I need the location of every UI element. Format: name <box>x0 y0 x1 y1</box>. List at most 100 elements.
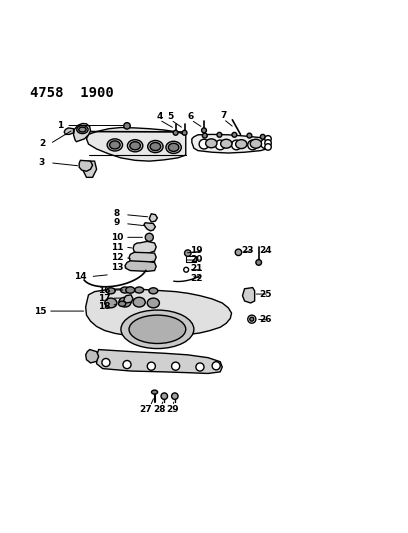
Text: 4: 4 <box>156 112 163 121</box>
Polygon shape <box>97 350 222 374</box>
Ellipse shape <box>206 139 217 148</box>
Polygon shape <box>86 350 99 363</box>
Circle shape <box>199 139 209 149</box>
Text: 10: 10 <box>111 233 123 242</box>
Circle shape <box>184 268 188 272</box>
Ellipse shape <box>110 141 120 149</box>
Polygon shape <box>129 252 156 262</box>
Circle shape <box>235 249 242 255</box>
Circle shape <box>260 134 265 139</box>
Text: 4758  1900: 4758 1900 <box>30 86 113 100</box>
Ellipse shape <box>150 142 161 151</box>
Polygon shape <box>64 128 73 134</box>
Circle shape <box>124 123 130 129</box>
Ellipse shape <box>119 297 131 307</box>
Circle shape <box>184 250 191 256</box>
Circle shape <box>196 363 204 371</box>
Circle shape <box>147 362 155 370</box>
Polygon shape <box>192 134 271 153</box>
Ellipse shape <box>77 125 88 134</box>
Ellipse shape <box>166 141 181 154</box>
Text: 15: 15 <box>33 306 46 316</box>
Text: 11: 11 <box>111 243 123 252</box>
Circle shape <box>217 132 222 137</box>
Text: 6: 6 <box>188 112 194 121</box>
Text: 21: 21 <box>191 264 203 273</box>
Polygon shape <box>73 124 91 142</box>
Polygon shape <box>144 223 155 231</box>
Circle shape <box>182 131 187 135</box>
Circle shape <box>232 132 237 137</box>
Circle shape <box>102 359 110 367</box>
Polygon shape <box>86 289 232 337</box>
Text: 24: 24 <box>259 246 272 255</box>
Ellipse shape <box>149 288 158 294</box>
Circle shape <box>173 131 178 135</box>
Ellipse shape <box>235 140 247 149</box>
Ellipse shape <box>151 390 157 394</box>
Polygon shape <box>124 295 133 303</box>
Circle shape <box>212 362 220 370</box>
Circle shape <box>215 140 225 150</box>
Circle shape <box>265 135 271 142</box>
Ellipse shape <box>127 140 143 152</box>
Ellipse shape <box>79 127 86 132</box>
Text: 2: 2 <box>39 139 45 148</box>
Text: 16: 16 <box>98 286 111 295</box>
Polygon shape <box>242 288 255 303</box>
Polygon shape <box>125 261 156 271</box>
Polygon shape <box>82 161 97 177</box>
Circle shape <box>161 393 168 399</box>
Text: 27: 27 <box>139 405 151 414</box>
Circle shape <box>265 144 271 150</box>
Text: 9: 9 <box>114 218 120 227</box>
Ellipse shape <box>121 310 194 349</box>
Text: 22: 22 <box>191 274 203 283</box>
Ellipse shape <box>130 142 140 150</box>
Polygon shape <box>79 160 93 171</box>
Circle shape <box>248 315 256 323</box>
Circle shape <box>265 140 271 146</box>
Ellipse shape <box>106 288 115 294</box>
Ellipse shape <box>221 139 232 148</box>
Text: 25: 25 <box>259 289 272 298</box>
Text: 26: 26 <box>259 316 272 325</box>
Ellipse shape <box>105 298 117 308</box>
Circle shape <box>202 128 206 133</box>
Ellipse shape <box>129 315 186 343</box>
Circle shape <box>250 317 254 321</box>
Text: 23: 23 <box>242 246 254 255</box>
Circle shape <box>123 360 131 369</box>
Text: 19: 19 <box>191 246 203 255</box>
Circle shape <box>232 140 241 150</box>
Circle shape <box>172 393 178 399</box>
Circle shape <box>172 362 180 370</box>
FancyBboxPatch shape <box>186 256 196 262</box>
Circle shape <box>145 233 153 241</box>
Circle shape <box>247 133 252 138</box>
Ellipse shape <box>107 139 122 151</box>
Circle shape <box>202 133 207 138</box>
Ellipse shape <box>120 287 129 293</box>
Text: 5: 5 <box>168 112 174 121</box>
Ellipse shape <box>133 297 145 307</box>
Circle shape <box>248 140 257 150</box>
Ellipse shape <box>169 143 179 151</box>
Text: 29: 29 <box>166 405 179 414</box>
Circle shape <box>261 139 271 149</box>
Text: 7: 7 <box>220 111 226 120</box>
Ellipse shape <box>118 301 126 306</box>
Text: 28: 28 <box>153 405 166 414</box>
Ellipse shape <box>250 139 262 148</box>
Polygon shape <box>86 127 186 161</box>
Text: 14: 14 <box>74 272 87 281</box>
Text: 13: 13 <box>111 263 123 272</box>
Text: 1: 1 <box>57 121 63 130</box>
Polygon shape <box>133 241 156 254</box>
Text: 17: 17 <box>98 294 111 303</box>
Ellipse shape <box>126 287 135 293</box>
Text: 18: 18 <box>98 302 111 311</box>
Ellipse shape <box>135 287 144 293</box>
Ellipse shape <box>147 298 160 308</box>
Text: 8: 8 <box>114 209 120 219</box>
